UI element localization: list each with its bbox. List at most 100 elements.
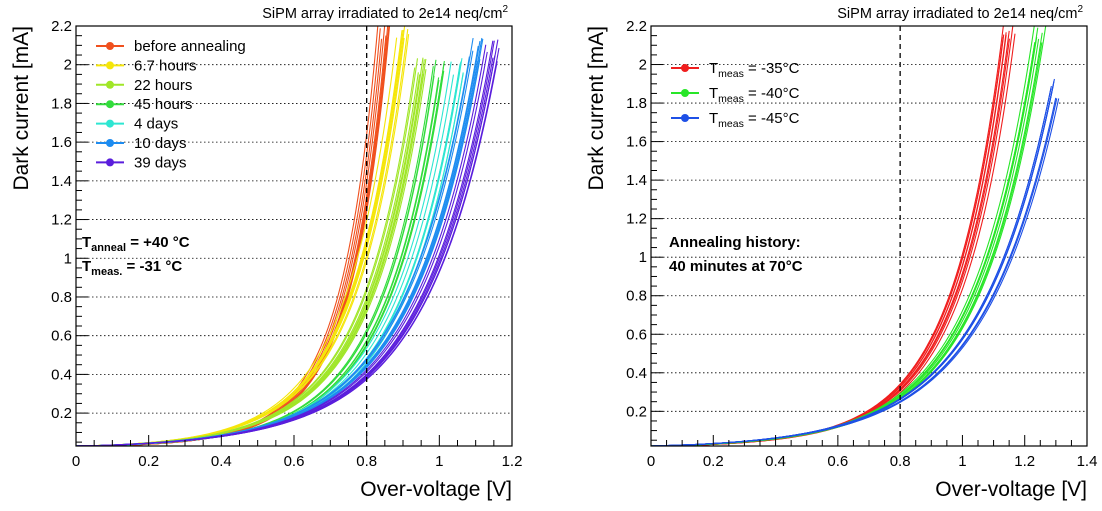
chart-title-superscript: 2 bbox=[1077, 4, 1083, 15]
annotation-line-1: Tmeas. = -31 °C bbox=[82, 258, 182, 278]
chart-title-text: SiPM array irradiated to 2e14 neq/cm bbox=[837, 6, 1077, 22]
y-tick-label: 1 bbox=[64, 250, 72, 267]
y-axis-label: Dark current [mA] bbox=[585, 26, 608, 191]
x-tick-label: 1.4 bbox=[1077, 453, 1098, 470]
legend-name-rest: = -45°C bbox=[744, 110, 800, 127]
y-tick-label: 1.8 bbox=[51, 95, 72, 112]
series-2-curve-6 bbox=[76, 59, 425, 446]
x-axis-label: Over-voltage [V] bbox=[360, 478, 512, 501]
x-tick-label: 1.2 bbox=[1014, 453, 1035, 470]
series-3-curve-4 bbox=[76, 63, 445, 446]
legend-marker-2 bbox=[681, 114, 689, 122]
series-2-curves bbox=[651, 78, 1060, 446]
y-tick-label: 1.6 bbox=[626, 134, 647, 151]
x-tick-label: 1 bbox=[435, 453, 443, 470]
y-tick-label: 1.2 bbox=[51, 212, 72, 229]
legend-label-1: 6.7 hours bbox=[134, 57, 197, 74]
series-0-curves bbox=[651, 26, 1016, 446]
legend-marker-6 bbox=[106, 158, 114, 167]
legend-marker-0 bbox=[681, 64, 689, 72]
legend-label-4: 4 days bbox=[134, 116, 178, 133]
x-tick-label: 0.6 bbox=[827, 453, 848, 470]
y-tick-label: 2 bbox=[64, 57, 72, 74]
legend-label-2: Tmeas = -45°C bbox=[709, 110, 800, 130]
annotation-main: Annealing history: bbox=[669, 234, 801, 251]
legend-name: before annealing bbox=[134, 38, 246, 55]
series-0-curve-2 bbox=[651, 26, 1014, 446]
chart-title: SiPM array irradiated to 2e14 neq/cm2 bbox=[837, 4, 1083, 22]
y-tick-label: 0.6 bbox=[626, 326, 647, 343]
legend-name-rest: = -35°C bbox=[744, 60, 800, 77]
legend-label-0: Tmeas = -35°C bbox=[709, 60, 800, 80]
legend-marker-3 bbox=[106, 100, 114, 109]
legend-name: 39 days bbox=[134, 154, 187, 171]
x-tick-label: 0.6 bbox=[284, 453, 305, 470]
y-tick-label: 1.2 bbox=[626, 211, 647, 228]
legend-label-2: 22 hours bbox=[134, 77, 192, 94]
y-tick-label: 1.8 bbox=[626, 95, 647, 112]
annotation-rest: = -31 °C bbox=[122, 258, 182, 275]
legend-name: 45 hours bbox=[134, 96, 192, 113]
legend-name-subscript: meas bbox=[718, 93, 744, 105]
x-tick-label: 0.8 bbox=[890, 453, 911, 470]
annotation-line-0: Tanneal = +40 °C bbox=[82, 234, 190, 254]
y-tick-label: 2.2 bbox=[51, 18, 72, 35]
x-axis-label: Over-voltage [V] bbox=[935, 478, 1087, 501]
series-group bbox=[76, 26, 500, 446]
annotation-subscript: meas. bbox=[91, 266, 122, 278]
y-tick-label: 1.4 bbox=[51, 173, 72, 190]
legend-label-1: Tmeas = -40°C bbox=[709, 85, 800, 105]
legend-name: T bbox=[709, 60, 718, 77]
y-tick-label: 1.4 bbox=[626, 172, 647, 189]
x-tick-label: 0.2 bbox=[703, 453, 724, 470]
legend-marker-1 bbox=[106, 61, 114, 70]
y-tick-label: 0.4 bbox=[51, 366, 72, 383]
annotation-main: T bbox=[82, 234, 91, 251]
series-group bbox=[651, 26, 1060, 446]
x-tick-label: 0 bbox=[647, 453, 655, 470]
x-tick-label: 1 bbox=[958, 453, 966, 470]
annotation-main: 40 minutes at 70°C bbox=[669, 258, 803, 275]
y-tick-label: 1.6 bbox=[51, 134, 72, 151]
legend-marker-2 bbox=[106, 80, 114, 89]
legend-marker-0 bbox=[106, 42, 114, 50]
legend-name-subscript: meas bbox=[718, 68, 744, 80]
y-tick-label: 0.4 bbox=[626, 365, 647, 382]
series-3-curve-8 bbox=[76, 60, 445, 446]
annotation-subscript: anneal bbox=[91, 242, 126, 254]
chart-measurement-temperature: 0 0.2 0.4 0.6 0.8 1 1.2 1.4 0.2 0.4 0.6 0.8 1 1.2 1.4 1… bbox=[585, 4, 1098, 501]
annotation-line-0: Annealing history: bbox=[669, 234, 801, 251]
chart-annealing-time: 0 0.2 0.4 0.6 0.8 1 1.2 0.2 0.4 0.6 0.8 1 1.2 1.4 1.6 1… bbox=[10, 4, 523, 501]
series-6-curve-8 bbox=[76, 55, 496, 446]
legend-name: 4 days bbox=[134, 116, 178, 133]
legend-label-6: 39 days bbox=[134, 154, 187, 171]
series-0-curve-4 bbox=[76, 26, 391, 446]
y-tick-label: 0.6 bbox=[51, 328, 72, 345]
legend-name-subscript: meas bbox=[718, 118, 744, 130]
legend-marker-5 bbox=[106, 139, 114, 147]
x-tick-label: 0.4 bbox=[211, 453, 232, 470]
annotation-main: T bbox=[82, 258, 91, 275]
chart-title-text: SiPM array irradiated to 2e14 neq/cm bbox=[262, 6, 502, 22]
legend-name: 6.7 hours bbox=[134, 57, 197, 74]
annotation-rest: = +40 °C bbox=[126, 234, 190, 251]
chart-title: SiPM array irradiated to 2e14 neq/cm2 bbox=[262, 4, 508, 22]
legend-marker-1 bbox=[681, 89, 689, 97]
legend-label-0: before annealing bbox=[134, 38, 246, 55]
legend-label-3: 45 hours bbox=[134, 96, 192, 113]
series-1-curve-7 bbox=[651, 26, 1047, 446]
x-tick-label: 0 bbox=[72, 453, 80, 470]
series-3-curves bbox=[76, 59, 445, 446]
y-axis-label: Dark current [mA] bbox=[10, 26, 33, 191]
legend-name: 10 days bbox=[134, 135, 187, 152]
annotation-line-1: 40 minutes at 70°C bbox=[669, 258, 803, 275]
legend-label-5: 10 days bbox=[134, 135, 187, 152]
series-2-curve-8 bbox=[651, 80, 1055, 446]
y-tick-label: 2 bbox=[639, 57, 647, 74]
series-1-curves bbox=[651, 26, 1047, 446]
x-tick-label: 0.2 bbox=[138, 453, 159, 470]
x-tick-label: 1.2 bbox=[502, 453, 523, 470]
chart-title-superscript: 2 bbox=[502, 4, 508, 15]
y-tick-label: 1 bbox=[639, 249, 647, 266]
